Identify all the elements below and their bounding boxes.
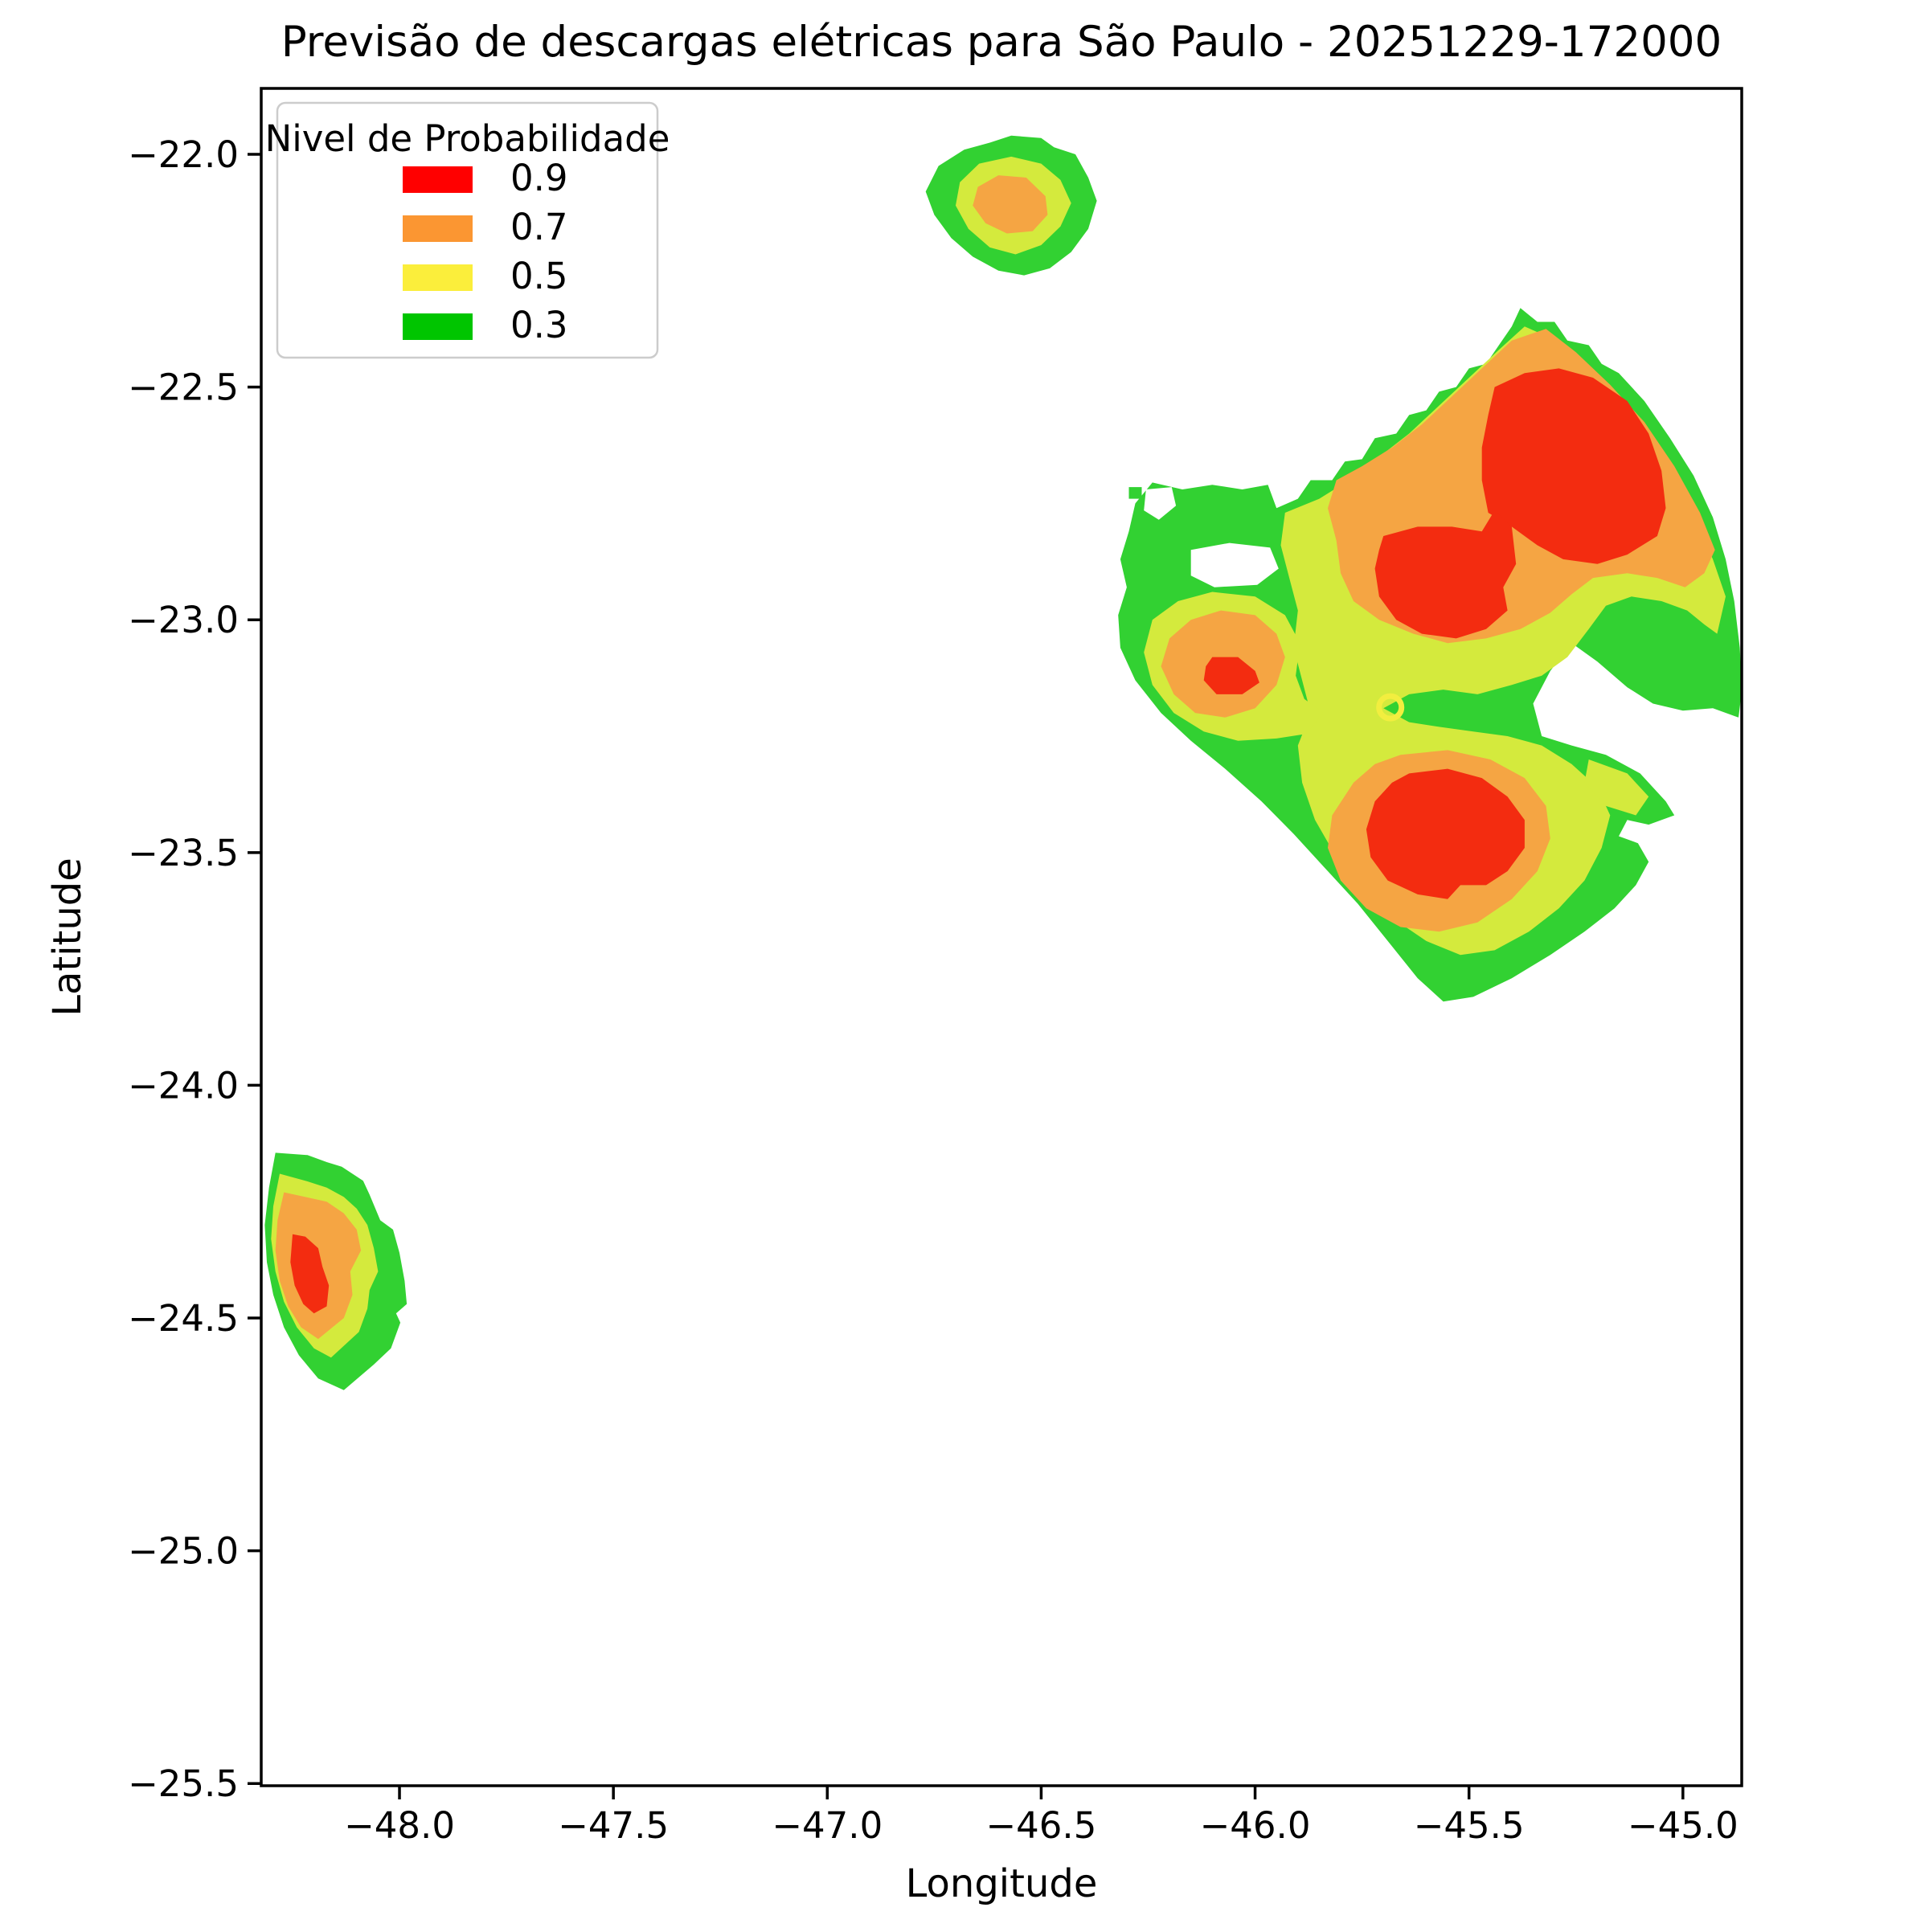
tiny-yellow-ring <box>1376 693 1405 722</box>
legend-label-0.5: 0.5 <box>510 255 568 297</box>
legend: Nivel de Probabilidade 0.9 0.7 0.5 0.3 <box>265 101 670 359</box>
contour-region-storm-B-red-central <box>1374 510 1517 639</box>
legend-label-0.3: 0.3 <box>510 304 568 346</box>
y-tick-label: −24.0 <box>128 1064 239 1107</box>
axes-frame <box>260 87 1743 1787</box>
y-tick-label: −23.5 <box>128 832 239 874</box>
y-tick-label: −22.0 <box>128 133 239 176</box>
y-tick-label: −25.0 <box>128 1530 239 1573</box>
contour-region-storm-C-red <box>290 1234 330 1314</box>
y-tick-label: −24.5 <box>128 1297 239 1340</box>
x-tick-label: −47.5 <box>558 1804 669 1847</box>
contour-region-storm-B-hole-pocket <box>1190 542 1279 587</box>
contour-region-storm-B-red-northeast <box>1481 368 1666 564</box>
legend-label-0.7: 0.7 <box>510 206 568 248</box>
contour-region-storm-B-green-speck <box>1128 487 1142 499</box>
contour-regions <box>264 135 1743 1390</box>
x-tick-label: −45.5 <box>1414 1804 1525 1847</box>
y-tick-label: −22.5 <box>128 366 239 409</box>
legend-swatch-0.9 <box>403 166 473 193</box>
y-tick-label: −25.5 <box>128 1762 239 1805</box>
y-axis-label: Latitude <box>45 858 90 1017</box>
contour-region-storm-A-orange <box>973 175 1048 234</box>
contour-region-storm-B-red-bottom <box>1366 768 1525 899</box>
y-axis-ticks: −22.0 −22.5 −23.0 −23.5 −24.0 −24.5 −25.0 −25.5 <box>128 133 261 1805</box>
x-tick-label: −46.0 <box>1200 1804 1311 1847</box>
contour-region-storm-B-yellow-arm <box>1584 759 1649 816</box>
y-tick-label: −23.0 <box>128 599 239 641</box>
x-axis-ticks: −48.0 −47.5 −47.0 −46.5 −46.0 −45.5 −45.0 <box>344 1786 1739 1847</box>
x-axis-label: Longitude <box>906 1861 1098 1906</box>
legend-title: Nivel de Probabilidade <box>265 117 670 160</box>
legend-label-0.9: 0.9 <box>510 157 568 199</box>
contour-region-storm-B-hole-upper-arm <box>1144 487 1177 520</box>
legend-swatch-0.7 <box>403 215 473 242</box>
chart-title: Previsão de descargas elétricas para São… <box>281 18 1722 67</box>
legend-items: 0.9 0.7 0.5 0.3 <box>403 157 568 346</box>
legend-swatch-0.5 <box>403 264 473 291</box>
x-tick-label: −47.0 <box>772 1804 883 1847</box>
x-tick-label: −45.0 <box>1628 1804 1739 1847</box>
contour-region-storm-B-red-small-west <box>1203 657 1259 694</box>
x-tick-label: −48.0 <box>344 1804 455 1847</box>
x-tick-label: −46.5 <box>985 1804 1096 1847</box>
legend-swatch-0.3 <box>403 313 473 340</box>
